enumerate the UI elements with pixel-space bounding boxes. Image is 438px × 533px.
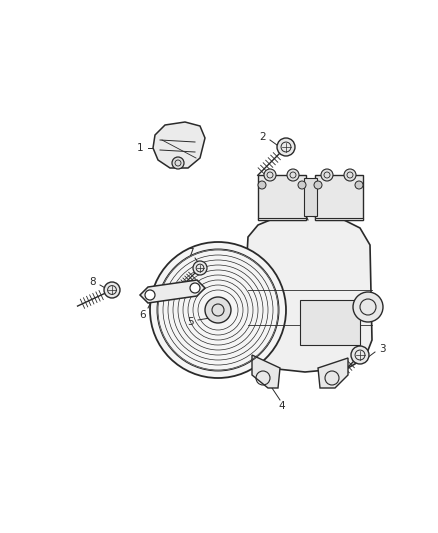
Circle shape [287,169,299,181]
Circle shape [264,169,276,181]
Text: 5: 5 [187,317,193,327]
Polygon shape [153,122,205,168]
Circle shape [145,290,155,300]
Circle shape [344,169,356,181]
Circle shape [172,157,184,169]
Circle shape [150,242,286,378]
Polygon shape [258,218,306,220]
Circle shape [190,283,200,293]
Circle shape [277,138,295,156]
Text: 4: 4 [279,401,285,411]
Circle shape [205,297,231,323]
Circle shape [314,181,322,189]
Text: 7: 7 [187,248,193,258]
Circle shape [321,169,333,181]
Text: 2: 2 [260,132,266,142]
Text: 1: 1 [137,143,143,153]
Polygon shape [247,216,372,372]
Circle shape [353,292,383,322]
Circle shape [355,181,363,189]
Text: 6: 6 [140,310,146,320]
Bar [315,175,363,220]
Circle shape [298,181,306,189]
Bar [304,178,317,216]
Bar [258,175,306,220]
Circle shape [351,346,369,364]
Polygon shape [318,358,348,388]
Text: 3: 3 [379,344,385,354]
Circle shape [104,282,120,298]
Polygon shape [315,218,363,220]
Polygon shape [140,280,205,303]
Polygon shape [252,355,280,388]
Circle shape [193,261,207,275]
Circle shape [258,181,266,189]
Text: 8: 8 [90,277,96,287]
Bar [300,300,360,345]
